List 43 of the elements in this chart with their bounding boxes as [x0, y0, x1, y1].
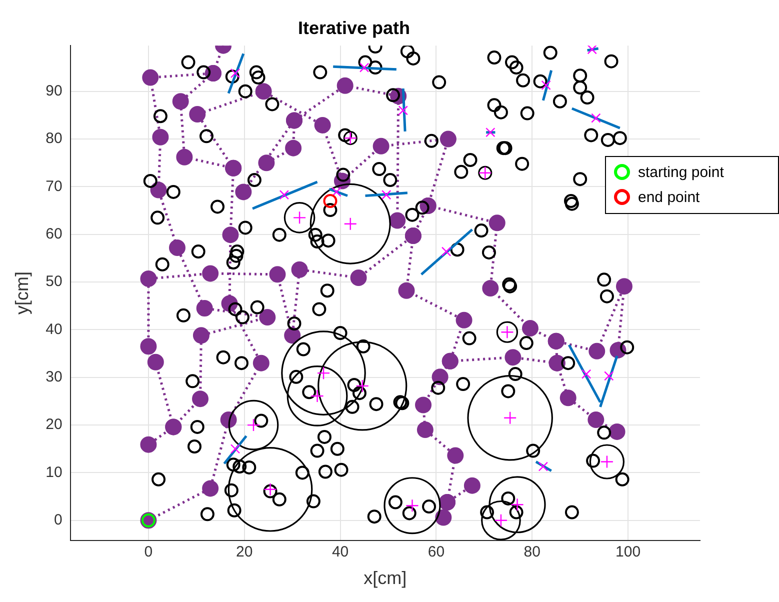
- point: [356, 379, 369, 393]
- point: [581, 369, 592, 379]
- y-tick-label: 30: [46, 368, 62, 386]
- y-tick-label: 0: [54, 512, 62, 529]
- x-tick-label: 60: [428, 544, 445, 561]
- y-tick-label: 60: [46, 226, 62, 243]
- point: [406, 499, 419, 512]
- x-axis-title: x[cm]: [364, 568, 407, 588]
- x-tick-label: 20: [236, 544, 253, 561]
- point: [587, 46, 597, 54]
- y-tick-label: 80: [46, 130, 62, 148]
- y-tick-label: 90: [46, 82, 62, 100]
- point: [310, 389, 324, 403]
- legend-label: starting point: [638, 164, 724, 181]
- y-axis-title: y[cm]: [12, 272, 32, 314]
- point: [510, 498, 524, 512]
- point: [230, 444, 240, 454]
- point: [316, 366, 330, 380]
- y-tick-label: 50: [46, 273, 62, 290]
- point: [344, 217, 357, 230]
- point: [332, 187, 342, 197]
- point: [591, 113, 601, 123]
- x-tick-label: 100: [616, 544, 641, 561]
- x-tick-label: 0: [144, 544, 153, 561]
- point: [503, 411, 517, 424]
- point: [541, 80, 551, 90]
- point: [486, 128, 496, 138]
- point: [604, 371, 614, 381]
- y-tick-label: 10: [46, 464, 62, 481]
- point: [441, 246, 452, 256]
- y-tick-label: 70: [46, 178, 62, 195]
- point: [264, 482, 277, 496]
- x-tick-label: 40: [332, 544, 349, 561]
- legend-label: end point: [638, 188, 700, 206]
- point: [382, 190, 392, 200]
- point: [323, 194, 338, 208]
- chart-title: Iterative path: [298, 18, 410, 38]
- y-tick-label: 20: [46, 416, 62, 434]
- point: [538, 462, 548, 472]
- point: [398, 106, 408, 116]
- x-tick-label: 80: [524, 544, 540, 561]
- point: [279, 190, 290, 200]
- y-tick-label: 40: [46, 320, 62, 338]
